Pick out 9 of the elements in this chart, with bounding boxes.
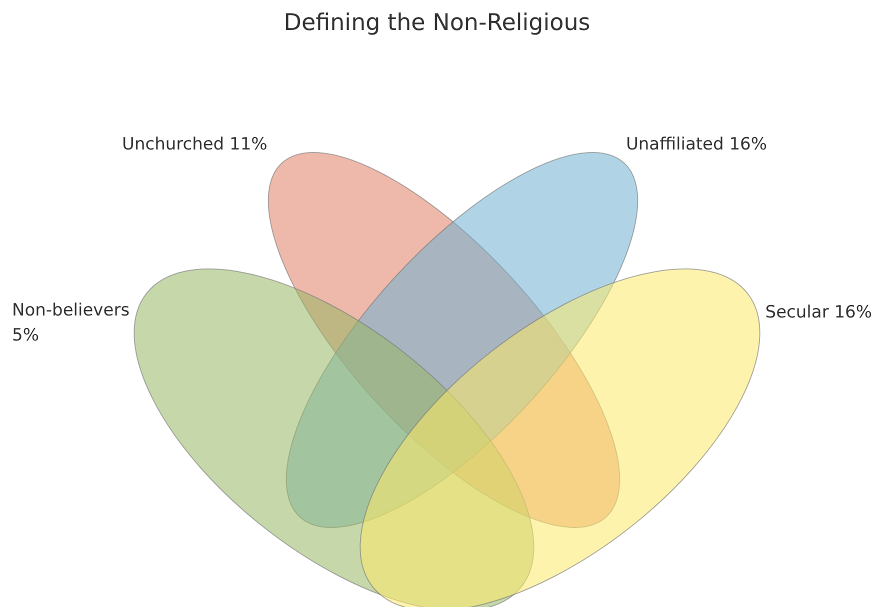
- data-label: 11%: [230, 134, 268, 154]
- category-label: Unchurched: [122, 134, 224, 154]
- data-label: 5%: [12, 325, 39, 346]
- data-label: 16%: [834, 302, 872, 322]
- text: Defining the Non-Religious: [284, 10, 590, 36]
- category-label: Unaffiliated: [626, 134, 724, 154]
- category-label: Secular: [765, 302, 829, 322]
- data-label: 16%: [729, 134, 768, 154]
- category-label: Non-believers: [12, 300, 130, 320]
